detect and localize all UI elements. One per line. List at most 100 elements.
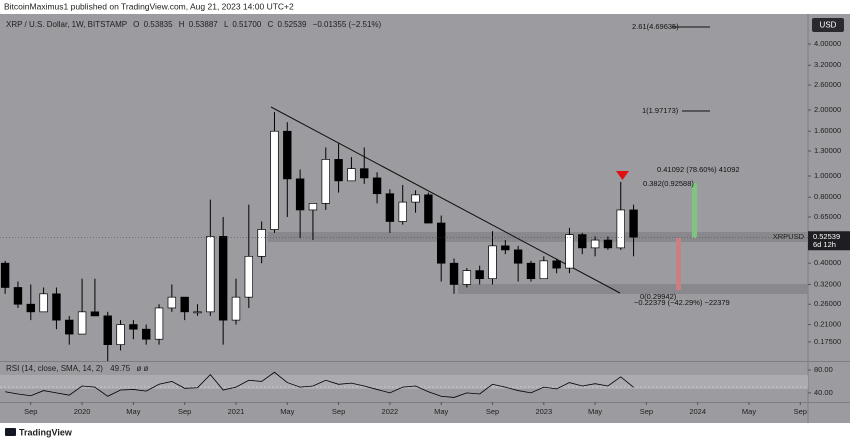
candle-body [308, 203, 318, 211]
candle-body [142, 328, 151, 340]
candle-body [129, 324, 138, 330]
ohlc-value: 0.52539 [278, 20, 307, 29]
published-line: BitcoinMaximus1 published on TradingView… [4, 1, 294, 11]
x-tick-label: 2021 [228, 407, 245, 416]
rsi-value: 49.75 [110, 364, 131, 373]
candle-body [488, 245, 497, 280]
candle-body [526, 262, 536, 280]
x-tick-label: Sep [794, 407, 807, 416]
candle-body [167, 296, 177, 309]
candle-body [449, 262, 459, 285]
candle-body [26, 303, 35, 313]
currency-button[interactable] [812, 18, 844, 32]
y-tick-label: 0.17500 [814, 337, 841, 346]
fib-label: 2.61(4.69635) [632, 22, 679, 31]
y-tick-label: 2.00000 [814, 105, 841, 114]
currency-label[interactable]: USD [820, 21, 837, 30]
trendline [270, 106, 621, 294]
candle-body [475, 270, 484, 280]
y-tick-label: 0.32000 [814, 279, 841, 288]
fib-label: 1(1.97173) [642, 106, 679, 115]
candle-body [295, 178, 305, 211]
rsi-extra: ø ø [136, 364, 148, 373]
ohlc-label: L [224, 20, 229, 29]
y-tick-label: 1.60000 [814, 126, 841, 135]
support-zone [458, 284, 808, 294]
candle-body [270, 130, 279, 230]
candle-body [52, 293, 61, 321]
x-tick-label: Sep [486, 407, 499, 416]
y-tick-label: 1.30000 [814, 146, 841, 155]
candles [0, 111, 638, 361]
candle-body [257, 229, 266, 257]
candle-body [77, 311, 87, 335]
candle-body [501, 245, 510, 251]
x-tick-label: 2023 [535, 407, 552, 416]
loss-bar [676, 238, 681, 290]
x-tick-label: May [126, 407, 140, 416]
candle-body [424, 194, 433, 224]
ohlc-value: 0.53887 [189, 20, 218, 29]
ohlc-value: 0.53835 [144, 20, 173, 29]
candle-body [462, 270, 472, 285]
x-tick-label: May [742, 407, 756, 416]
legend: XRP / U.S. Dollar, 1W, BITSTAMP O 0.5383… [6, 20, 382, 29]
rsi-legend: RSI (14, close, SMA, 14, 2) 49.75 ø ø [6, 364, 149, 373]
candle-body [552, 260, 561, 269]
candle-body [103, 315, 112, 346]
change: −0.01355 (−2.51%) [313, 20, 382, 29]
candle-body [154, 307, 164, 340]
x-tick-label: 2020 [74, 407, 91, 416]
measure-label: 0.41092 (78.60%) 41092 [657, 165, 740, 174]
candle-body [283, 130, 292, 180]
x-tick-label: May [280, 407, 294, 416]
symbol-title: XRP / U.S. Dollar, 1W, BITSTAMP [6, 20, 127, 29]
candle-body [603, 239, 613, 249]
candle-body [90, 311, 100, 317]
y-tick-label: 2.60000 [814, 80, 841, 89]
footer [0, 423, 850, 443]
candle-body [590, 239, 600, 249]
candle-body [360, 168, 369, 179]
x-tick-label: Sep [640, 407, 653, 416]
candle-body [398, 201, 407, 222]
x-tick-label: May [588, 407, 602, 416]
ohlc-label: H [179, 20, 185, 29]
candle-body [578, 234, 587, 249]
y-tick-label: 0.65000 [814, 212, 841, 221]
candle-body [436, 222, 446, 264]
x-tick-label: Sep [178, 407, 191, 416]
candle-body [347, 168, 356, 182]
brand-logo [5, 428, 16, 436]
rsi-title: RSI (14, close, SMA, 14, 2) [6, 364, 103, 373]
candle-body [218, 236, 228, 321]
measure-label: −0.22379 (−42.29%) −22379 [634, 298, 730, 307]
x-tick-label: Sep [332, 407, 345, 416]
rsi-tick-label: 80.00 [814, 365, 833, 374]
series-name: XRPUSD [773, 232, 805, 241]
x-tick-label: May [434, 407, 448, 416]
candle-body [244, 255, 254, 298]
rsi-tick-label: 40.00 [814, 388, 833, 397]
y-tick-label: 3.20000 [814, 60, 841, 69]
candle-body [0, 262, 10, 288]
candle-body [116, 324, 125, 346]
price-tag-value: 0.52539 [813, 232, 840, 241]
candle-body [411, 194, 420, 203]
x-tick-label: 2024 [689, 407, 706, 416]
y-tick-label: 1.00000 [814, 171, 841, 180]
y-tick-label: 0.26000 [814, 299, 841, 308]
candle-body [372, 177, 382, 195]
gain-bar [692, 183, 697, 238]
y-tick-label: 0.80000 [814, 192, 841, 201]
candle-body [206, 236, 215, 313]
ohlc-value: 0.51700 [232, 20, 261, 29]
marks: 4.00000 3.20000 2.60000 2.00000 1.60000 1.300… [0, 39, 850, 416]
y-tick-label: 4.00000 [814, 39, 841, 48]
x-tick-label: 2022 [382, 407, 399, 416]
candle-body [231, 296, 241, 321]
fib-label: 0.382(0.92588) [643, 179, 694, 188]
candle-body [321, 159, 330, 204]
candle-body [629, 209, 638, 238]
